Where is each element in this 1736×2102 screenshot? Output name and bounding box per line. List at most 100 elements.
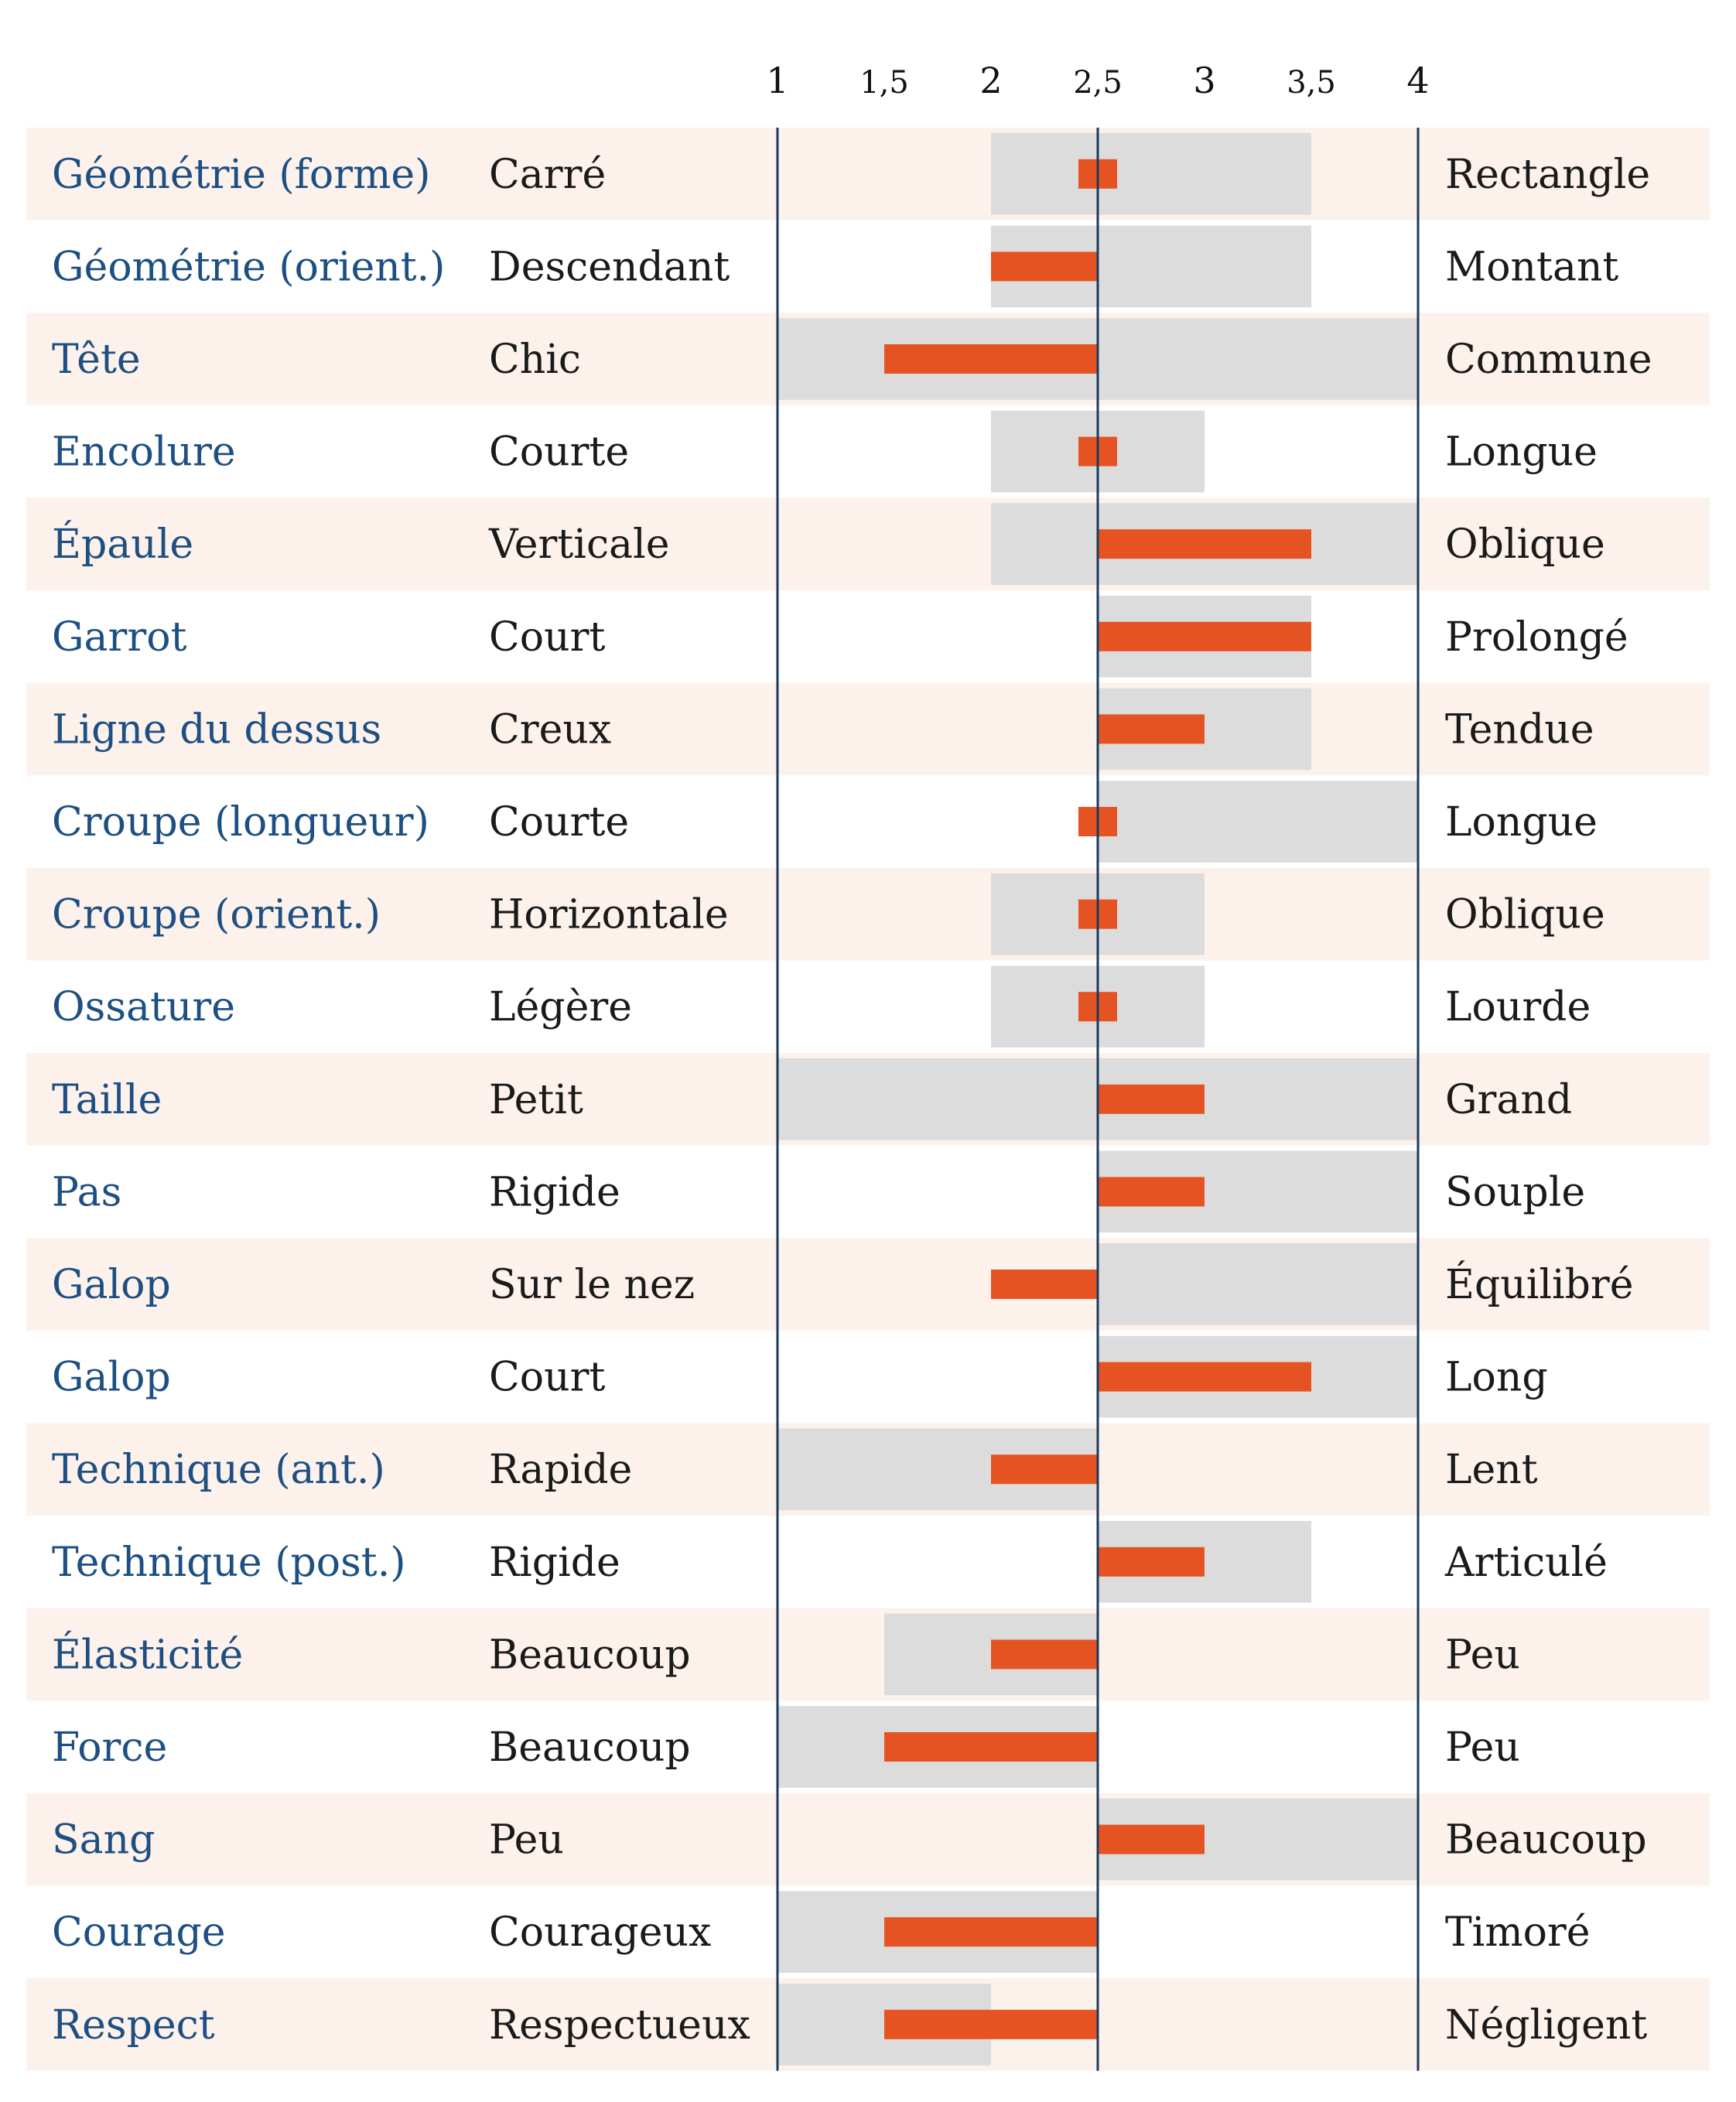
- right-pole-label: Équilibré: [1445, 1260, 1634, 1308]
- trait-label: Croupe (longueur): [52, 799, 429, 846]
- right-pole-label: Oblique: [1445, 521, 1605, 568]
- value-bar: [884, 344, 1098, 374]
- left-pole-label: Peu: [489, 1817, 564, 1864]
- right-pole-label: Longue: [1445, 799, 1598, 846]
- x-tick-label: 1: [766, 60, 788, 101]
- left-pole-label: Carré: [489, 152, 606, 198]
- value-bar: [1098, 1177, 1205, 1207]
- left-pole-label: Courte: [489, 429, 629, 476]
- value-bar: [884, 1917, 1098, 1947]
- value-bar: [1098, 1547, 1205, 1577]
- value-bar: [884, 1732, 1098, 1762]
- right-pole-label: Articulé: [1444, 1540, 1608, 1586]
- row-background: [26, 867, 1710, 961]
- left-pole-label: Courageux: [489, 1909, 711, 1956]
- trait-label: Galop: [52, 1355, 171, 1401]
- value-bar: [991, 1270, 1098, 1299]
- trait-label: Élasticité: [52, 1630, 243, 1678]
- left-pole-label: Sur le nez: [489, 1262, 695, 1308]
- trait-label: Géométrie (forme): [52, 152, 430, 198]
- right-pole-label: Lent: [1445, 1447, 1538, 1493]
- trait-label: Ligne du dessus: [52, 706, 381, 753]
- left-pole-label: Beaucoup: [489, 1632, 691, 1678]
- trait-label: Taille: [52, 1077, 162, 1123]
- row-background: [26, 682, 1710, 776]
- value-bar: [884, 2009, 1098, 2039]
- right-pole-label: Oblique: [1445, 892, 1605, 938]
- row-background: [26, 497, 1710, 590]
- left-pole-label: Verticale: [488, 521, 669, 568]
- right-pole-label: Montant: [1445, 244, 1618, 290]
- left-pole-label: Descendant: [489, 244, 730, 290]
- right-pole-label: Prolongé: [1445, 614, 1628, 661]
- left-pole-label: Chic: [489, 337, 581, 383]
- trait-label: Croupe (orient.): [52, 892, 381, 938]
- trait-label: Pas: [52, 1169, 121, 1215]
- left-pole-label: Respectueux: [489, 2002, 750, 2049]
- left-pole-label: Horizontale: [489, 892, 729, 938]
- right-pole-label: Peu: [1445, 1632, 1520, 1678]
- row-labels: Géométrie (forme) Carré Rectangle Géométrie…: [52, 152, 1652, 2049]
- left-pole-label: Rigide: [489, 1169, 620, 1215]
- axis-lines: [776, 128, 1420, 2071]
- trait-label: Respect: [52, 2002, 215, 2049]
- value-bar: [1098, 1084, 1205, 1114]
- right-pole-label: Peu: [1445, 1724, 1520, 1771]
- right-pole-label: Négligent: [1445, 2002, 1647, 2049]
- value-bar: [991, 1639, 1098, 1670]
- right-pole-label: Commune: [1445, 337, 1652, 383]
- row-background: [26, 128, 1710, 220]
- right-pole-label: Souple: [1445, 1169, 1585, 1215]
- row-background: [26, 1608, 1710, 1701]
- right-pole-label: Rectangle: [1445, 152, 1650, 198]
- trait-label: Sang: [52, 1817, 155, 1864]
- left-pole-label: Rapide: [489, 1447, 632, 1493]
- value-bar: [1098, 1362, 1311, 1392]
- row-background: [26, 1793, 1710, 1886]
- range-band: [991, 133, 1311, 215]
- left-pole-label: Rigide: [489, 1540, 620, 1586]
- trait-label: Galop: [52, 1262, 171, 1308]
- x-tick-labels: 1 1,5 2 2,5 3 3,5 4: [766, 60, 1429, 101]
- left-pole-label: Court: [489, 1355, 605, 1401]
- right-pole-label: Grand: [1445, 1077, 1572, 1123]
- trait-label: Encolure: [52, 429, 236, 476]
- trait-label: Géométrie (orient.): [52, 244, 445, 290]
- x-tick-label: 1,5: [859, 65, 909, 101]
- range-band: [1098, 781, 1418, 863]
- value-bar: [1098, 714, 1205, 744]
- left-pole-label: Beaucoup: [489, 1724, 691, 1771]
- trait-label: Force: [52, 1724, 167, 1771]
- right-pole-label: Timoré: [1445, 1909, 1591, 1956]
- row-background: [26, 1238, 1710, 1331]
- trait-label: Technique (ant.): [52, 1447, 385, 1493]
- value-bar: [1098, 1824, 1205, 1854]
- left-pole-label: Courte: [489, 799, 629, 846]
- x-tick-label: 2,5: [1073, 65, 1123, 101]
- value-bars: [884, 159, 1311, 2039]
- right-pole-label: Tendue: [1445, 706, 1594, 753]
- value-bar: [1098, 529, 1311, 559]
- left-pole-label: Légère: [489, 984, 632, 1030]
- value-bar: [991, 1454, 1098, 1485]
- trait-label: Garrot: [52, 614, 187, 661]
- right-pole-label: Long: [1445, 1355, 1548, 1401]
- trait-label: Courage: [52, 1909, 226, 1956]
- range-band: [1098, 1243, 1418, 1325]
- trait-label: Épaule: [52, 520, 193, 568]
- left-pole-label: Petit: [489, 1077, 583, 1123]
- left-pole-label: Creux: [489, 706, 611, 753]
- x-tick-label: 4: [1406, 60, 1429, 101]
- trait-label: Ossature: [52, 984, 235, 1030]
- value-bar: [1098, 621, 1311, 651]
- x-tick-label: 2: [979, 60, 1002, 101]
- right-pole-label: Beaucoup: [1445, 1817, 1647, 1864]
- trait-label: Technique (post.): [52, 1540, 406, 1586]
- right-pole-label: Longue: [1445, 429, 1598, 476]
- x-tick-label: 3: [1193, 60, 1215, 101]
- right-pole-label: Lourde: [1445, 984, 1591, 1030]
- value-bar: [991, 251, 1098, 282]
- trait-label: Tête: [52, 337, 141, 383]
- left-pole-label: Court: [489, 614, 605, 661]
